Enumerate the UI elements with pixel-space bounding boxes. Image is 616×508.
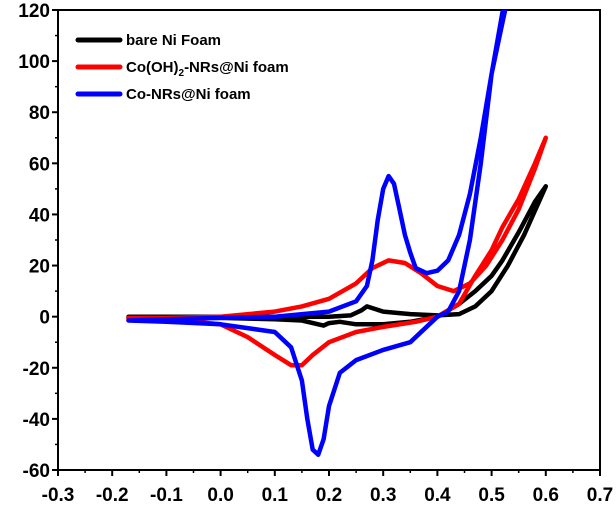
series-line-0 (126, 184, 549, 328)
x-tick-label: -0.2 (96, 485, 129, 506)
y-tick-label: 60 (29, 154, 50, 175)
y-tick-label: 80 (29, 103, 50, 124)
series-line-2 (126, 10, 508, 457)
y-tick-label: -20 (23, 359, 50, 380)
x-tick-label: 0.0 (207, 485, 233, 506)
y-tick-label: -60 (23, 461, 50, 482)
x-tick-label: 0.2 (316, 485, 342, 506)
x-tick-label: 0.4 (424, 485, 451, 506)
x-axis: -0.3 -0.2 -0.1 0.0 0.1 0.2 0.3 0.4 0.5 0.6 0.7 (42, 470, 613, 506)
x-tick-label: 0.3 (370, 485, 396, 506)
x-tick-label: 0.1 (262, 485, 289, 506)
legend: bare Ni Foam Co(OH)2-NRs@Ni foam Co-NRs@Ni… (75, 32, 289, 103)
y-tick-label: 0 (39, 308, 50, 329)
legend-label-1: Co(OH)2-NRs@Ni foam (126, 59, 289, 79)
y-tick-label: 20 (29, 257, 50, 278)
y-tick-label: 100 (18, 52, 50, 73)
x-tick-label: 0.5 (478, 485, 505, 506)
series-layer (126, 10, 549, 457)
plot-frame (57, 9, 601, 471)
legend-label-2: Co-NRs@Ni foam (126, 86, 251, 103)
y-axis: -60 -40 -20 0 20 40 60 80 100 120 (18, 1, 58, 482)
x-tick-label: -0.1 (150, 485, 183, 506)
x-tick-label: 0.7 (587, 485, 613, 506)
x-tick-label: 0.6 (533, 485, 559, 506)
y-tick-label: 120 (18, 1, 50, 22)
legend-label-0: bare Ni Foam (126, 32, 221, 49)
y-tick-label: 40 (29, 205, 50, 226)
x-tick-label: -0.3 (42, 485, 75, 506)
y-tick-label: -40 (23, 410, 50, 431)
